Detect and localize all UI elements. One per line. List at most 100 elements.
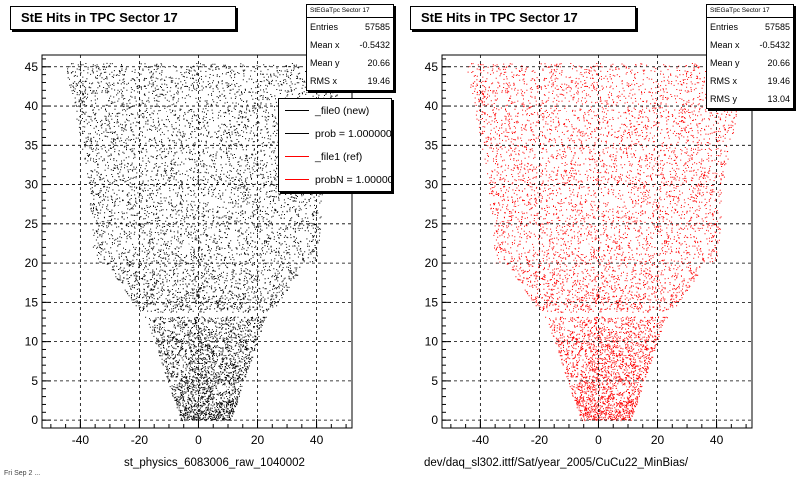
empty-region	[99, 94, 109, 102]
right-x-axis-title: dev/daq_sl302.ittf/Sat/year_2005/CuCu22_…	[424, 457, 689, 469]
right-stats-name: StEGaTpc Sector 17	[707, 5, 793, 18]
legend-box: _file0 (new) prob = 1.000000 _file1 (ref…	[278, 98, 392, 192]
right-scatter-plot: -40 -20 0 20 40 0 5 10 15 20 25 30 35 40 45	[425, 54, 753, 447]
stats-label: Mean x	[710, 40, 740, 50]
y-tick-label: 15	[425, 295, 439, 309]
stats-label: RMS x	[710, 76, 737, 86]
empty-region	[163, 322, 174, 330]
y-tick-label: 15	[25, 295, 39, 309]
stats-label: Mean y	[310, 58, 340, 68]
y-tick-label: 10	[25, 335, 39, 349]
left-stats-name: StEGaTpc Sector 17	[307, 5, 393, 18]
right-stats-row-mean-x: Mean x -0.5432	[707, 36, 793, 54]
plot-frame	[441, 54, 753, 429]
legend-label: _file1 (ref)	[315, 150, 363, 163]
left-stats-row-entries: Entries 57585	[307, 18, 393, 36]
stats-value: 57585	[364, 22, 390, 32]
y-tick-label: 30	[425, 178, 439, 192]
stats-value: -0.5432	[759, 40, 790, 50]
plot-frame-background	[442, 55, 752, 428]
legend-line	[285, 133, 309, 134]
stats-label: Mean y	[710, 58, 740, 68]
x-tick-label: 40	[310, 433, 324, 447]
stats-label: RMS y	[710, 94, 737, 104]
empty-region	[581, 243, 592, 251]
y-tick-label: 25	[25, 217, 39, 231]
legend-label: _file0 (new)	[315, 104, 370, 117]
empty-region	[558, 110, 569, 118]
left-stats-row-mean-x: Mean x -0.5432	[307, 36, 393, 54]
left-stats-row-mean-y: Mean y 20.66	[307, 54, 393, 72]
empty-region	[605, 228, 616, 236]
legend-line	[285, 156, 309, 157]
y-tick-label: 10	[425, 335, 439, 349]
scatter-points	[467, 62, 747, 422]
y-tick-label: 45	[25, 60, 39, 74]
x-tick-label: -20	[131, 433, 149, 447]
legend-entry-file0: _file0 (new)	[279, 99, 391, 122]
legend-line	[285, 110, 309, 111]
stats-label: RMS x	[310, 76, 337, 86]
stats-label: Entries	[710, 22, 739, 32]
x-tick-label: 40	[710, 433, 724, 447]
x-tick-label: 0	[595, 433, 602, 447]
right-stats-row-mean-y: Mean y 20.66	[707, 54, 793, 72]
y-tick-label: 40	[25, 99, 39, 113]
empty-region	[181, 243, 192, 251]
y-tick-label: 0	[431, 413, 438, 427]
right-chart-panel: -40 -20 0 20 40 0 5 10 15 20 25 30 35 40 45 StE Hits i…	[400, 0, 800, 480]
scatter-points	[67, 62, 347, 422]
x-tick-label: 20	[251, 433, 265, 447]
x-tick-label: 20	[651, 433, 665, 447]
empty-region	[634, 149, 645, 157]
legend-label: probN = 1.000000	[315, 173, 392, 186]
empty-region	[158, 110, 169, 118]
legend-label: prob = 1.000000	[315, 127, 392, 140]
stats-value: 20.66	[367, 58, 390, 68]
y-tick-label: 25	[425, 217, 439, 231]
x-tick-label: -20	[531, 433, 549, 447]
plot-frame	[41, 54, 353, 429]
footer-timestamp: Fri Sep 2 ...	[4, 470, 41, 477]
x-tick-label: 0	[195, 433, 202, 447]
y-tick-label: 40	[425, 99, 439, 113]
left-stats-row-rms-x: RMS x 19.46	[307, 72, 393, 90]
stats-value: 13.04	[767, 94, 790, 104]
stats-value: 19.46	[367, 76, 390, 86]
scatter-points-path	[67, 62, 347, 422]
legend-line	[285, 179, 309, 180]
empty-region	[569, 71, 580, 79]
empty-region	[205, 228, 216, 236]
left-chart-title: StE Hits in TPC Sector 17	[10, 6, 236, 30]
left-x-axis-title: st_physics_6083006_raw_1040002	[124, 457, 305, 469]
legend-entry-prob: prob = 1.000000	[279, 122, 391, 145]
empty-region	[234, 149, 245, 157]
empty-region	[617, 385, 628, 393]
y-tick-label: 30	[25, 178, 39, 192]
y-tick-label: 5	[431, 374, 438, 388]
right-stats-row-rms-y: RMS y 13.04	[707, 90, 793, 108]
empty-region	[516, 204, 527, 212]
x-tick-label: -40	[472, 433, 490, 447]
empty-region	[217, 385, 228, 393]
y-tick-label: 45	[425, 60, 439, 74]
scatter-points-path	[467, 62, 747, 422]
empty-region	[116, 204, 127, 212]
right-chart-title: StE Hits in TPC Sector 17	[410, 6, 636, 30]
y-tick-label: 5	[31, 374, 38, 388]
right-stats-row-entries: Entries 57585	[707, 18, 793, 36]
right-stats-box: StEGaTpc Sector 17 Entries 57585 Mean x -0…	[706, 4, 794, 109]
legend-entry-probn: probN = 1.000000	[279, 168, 391, 191]
left-stats-box: StEGaTpc Sector 17 Entries 57585 Mean x -0…	[306, 4, 394, 91]
empty-region	[499, 94, 509, 102]
stats-value: 19.46	[767, 76, 790, 86]
legend-entry-file1: _file1 (ref)	[279, 145, 391, 168]
stats-label: Mean x	[310, 40, 340, 50]
y-tick-label: 20	[25, 256, 39, 270]
stats-value: 20.66	[767, 58, 790, 68]
x-tick-label: -40	[72, 433, 90, 447]
left-chart-panel: -40 -20 0 20 40 0 5 10 15 20 25 30 35 40 45 StE Hits i…	[4, 4, 394, 477]
empty-region	[563, 322, 574, 330]
right-stats-row-rms-x: RMS x 19.46	[707, 72, 793, 90]
y-tick-label: 35	[25, 138, 39, 152]
